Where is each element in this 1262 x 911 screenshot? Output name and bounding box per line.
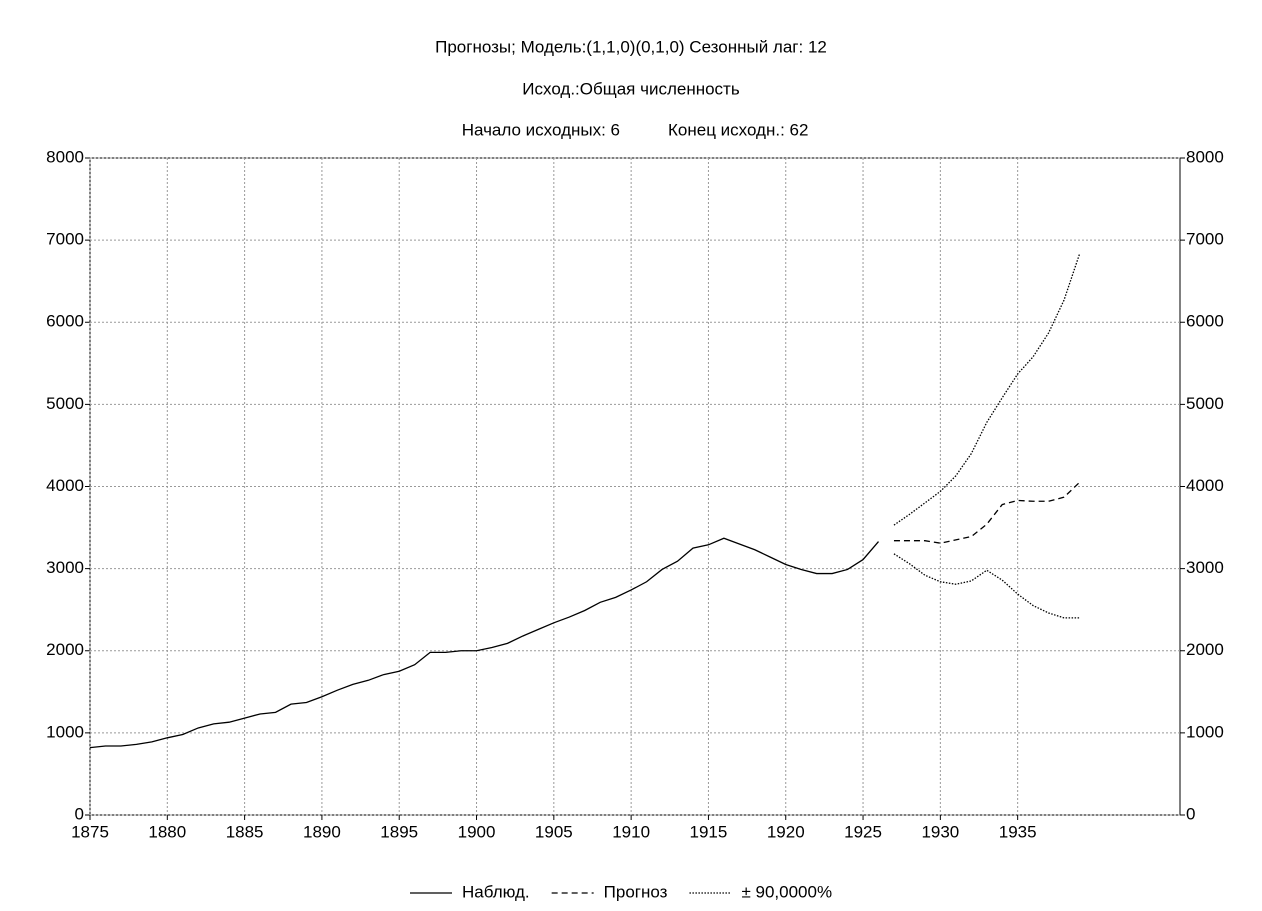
y2-tick-label: 2000 xyxy=(1186,640,1224,659)
y2-tick-label: 8000 xyxy=(1186,147,1224,166)
annotation: Конец исходн.: 62 xyxy=(668,120,808,139)
y2-tick-label: 0 xyxy=(1186,804,1195,823)
x-tick-label: 1875 xyxy=(71,822,109,841)
x-tick-label: 1920 xyxy=(767,822,805,841)
x-tick-label: 1900 xyxy=(458,822,496,841)
legend-label: Наблюд. xyxy=(462,882,530,901)
x-tick-label: 1915 xyxy=(690,822,728,841)
y-tick-label: 0 xyxy=(75,804,84,823)
y2-tick-label: 1000 xyxy=(1186,722,1224,741)
x-tick-label: 1930 xyxy=(921,822,959,841)
series-line xyxy=(893,481,1080,544)
y-tick-label: 2000 xyxy=(46,640,84,659)
x-tick-label: 1910 xyxy=(612,822,650,841)
y2-tick-label: 3000 xyxy=(1186,558,1224,577)
annotation: Начало исходных: 6 xyxy=(462,120,620,139)
y-tick-label: 5000 xyxy=(46,394,84,413)
x-tick-label: 1925 xyxy=(844,822,882,841)
y-tick-label: 4000 xyxy=(46,476,84,495)
y-tick-label: 1000 xyxy=(46,722,84,741)
chart-subtitle: Исход.:Общая численность xyxy=(522,79,740,98)
x-tick-label: 1905 xyxy=(535,822,573,841)
y-tick-label: 6000 xyxy=(46,312,84,331)
band-lower xyxy=(893,553,1080,619)
x-tick-label: 1890 xyxy=(303,822,341,841)
y2-tick-label: 4000 xyxy=(1186,476,1224,495)
y-tick-label: 3000 xyxy=(46,558,84,577)
y2-tick-label: 5000 xyxy=(1186,394,1224,413)
y-tick-label: 8000 xyxy=(46,147,84,166)
series-line xyxy=(89,537,880,749)
y2-tick-label: 7000 xyxy=(1186,230,1224,249)
y-tick-label: 7000 xyxy=(46,230,84,249)
chart-title: Прогнозы; Модель:(1,1,0)(0,1,0) Сезонный… xyxy=(435,37,827,56)
legend-label: Прогноз xyxy=(604,882,668,901)
x-tick-label: 1935 xyxy=(999,822,1037,841)
x-tick-label: 1885 xyxy=(226,822,264,841)
band-upper xyxy=(893,253,1081,526)
x-tick-label: 1895 xyxy=(380,822,418,841)
x-tick-label: 1880 xyxy=(148,822,186,841)
legend-label: ± 90,0000% xyxy=(741,882,832,901)
y2-tick-label: 6000 xyxy=(1186,312,1224,331)
